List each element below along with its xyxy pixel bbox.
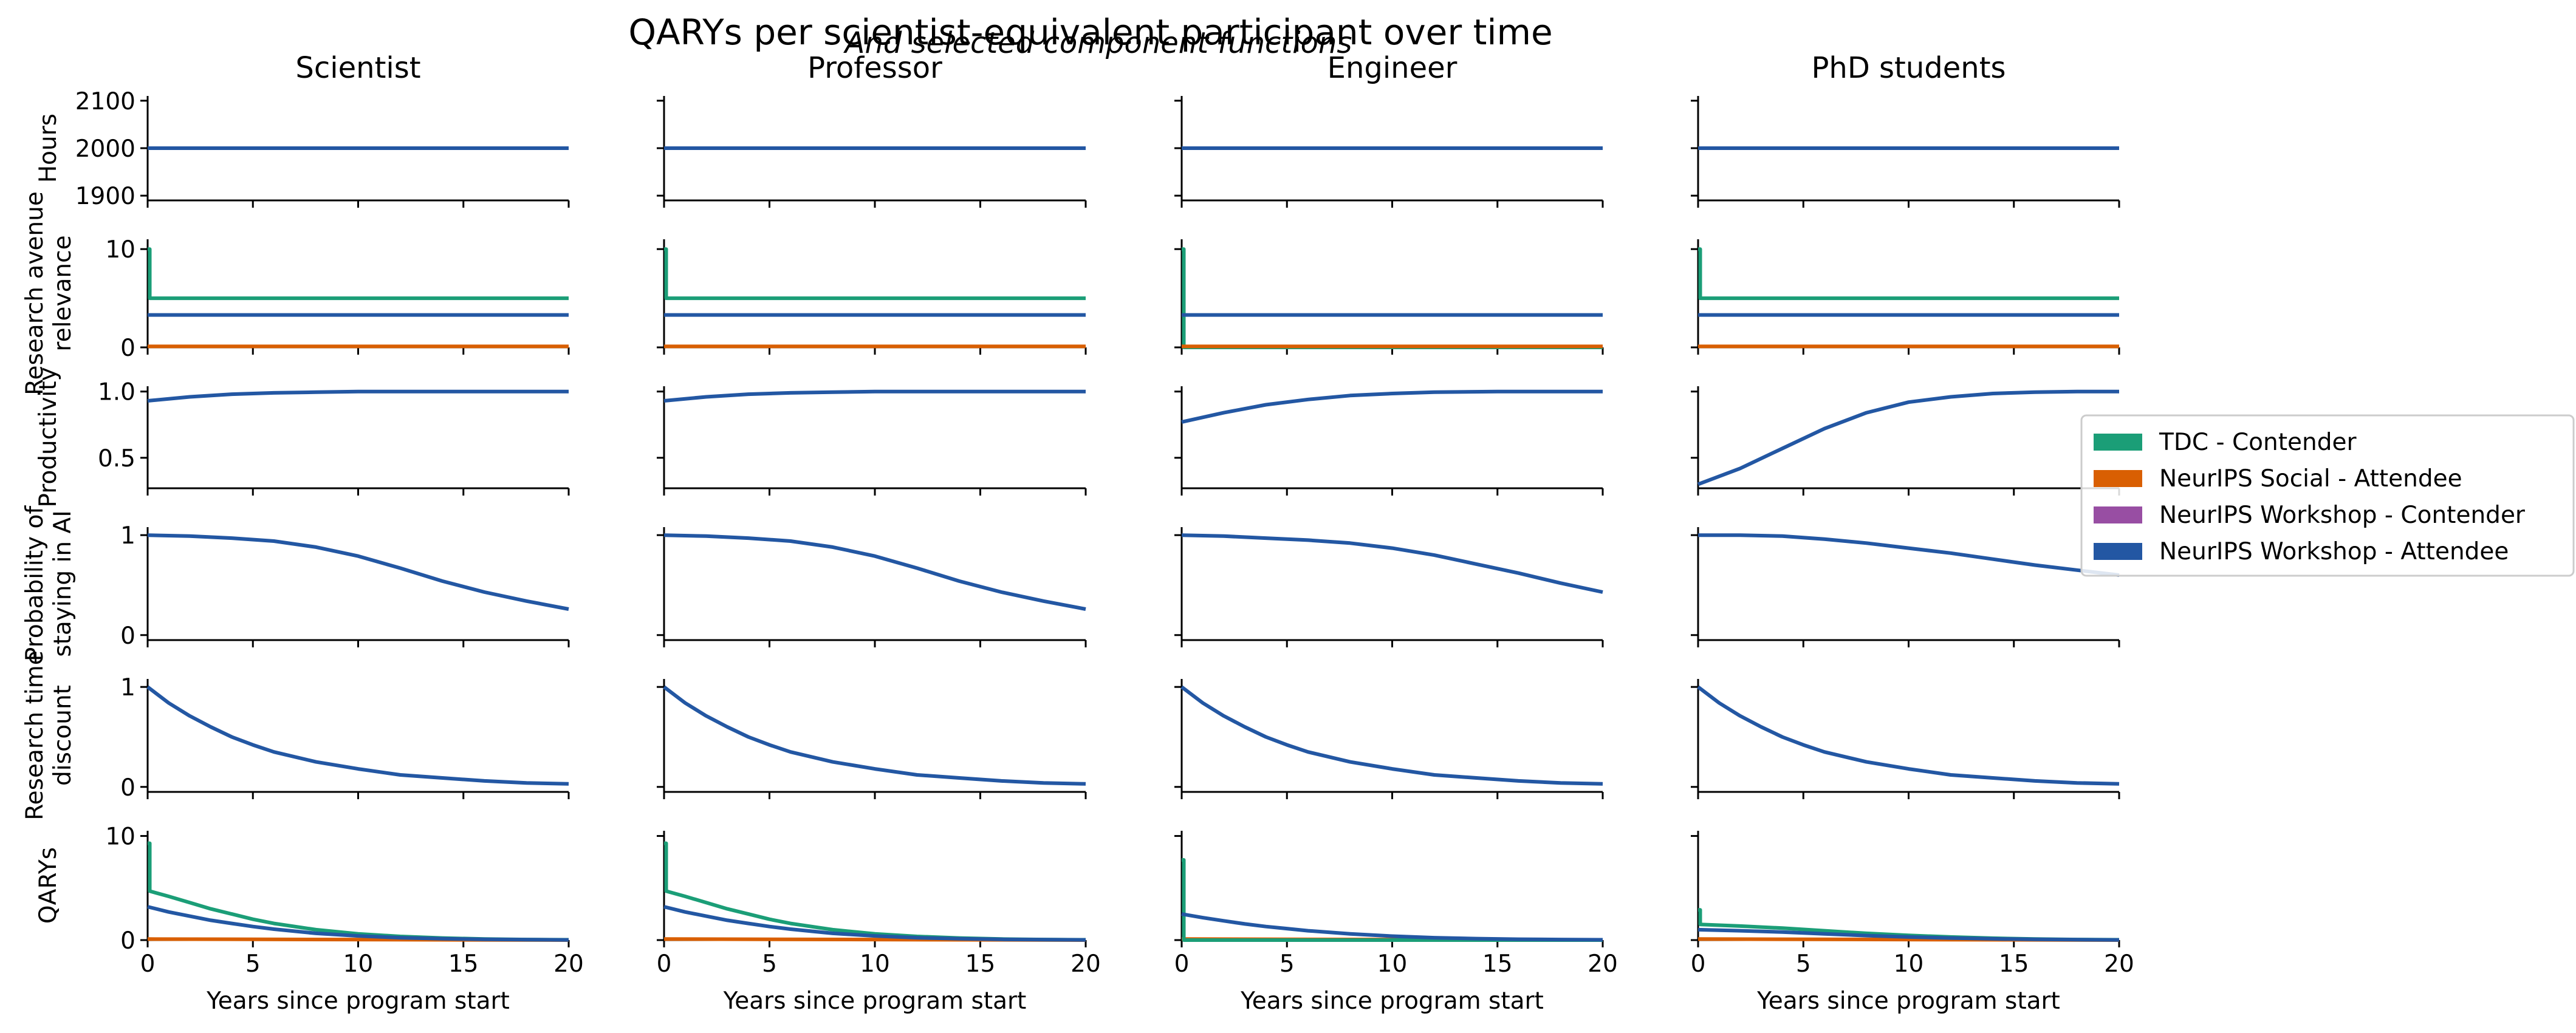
y-axis-label-line: staying in AI bbox=[49, 510, 77, 656]
figure-subtitle: And selected component functions bbox=[843, 26, 1352, 60]
series-line-neurips-workshop-attendee-engineer-staying bbox=[1181, 533, 1603, 594]
x-tick-label-professor: 10 bbox=[860, 950, 890, 978]
y-tick-label-productivity: 0.5 bbox=[98, 445, 135, 472]
series-line-tdc-contender-phd-students-relevance bbox=[1698, 247, 2119, 301]
series-line-neurips-workshop-attendee-scientist-qarys bbox=[147, 905, 569, 942]
y-axis-label-line: Probability of bbox=[21, 505, 49, 661]
x-tick-label-phd-students: 5 bbox=[1796, 950, 1811, 978]
series-line-neurips-workshop-attendee-professor-staying bbox=[663, 533, 1086, 611]
column-title-engineer: Engineer bbox=[1327, 51, 1458, 85]
x-tick-label-phd-students: 15 bbox=[1999, 950, 2029, 978]
x-tick-label-scientist: 0 bbox=[140, 950, 156, 978]
x-tick-label-professor: 5 bbox=[762, 950, 777, 978]
y-axis-label-line: Research avenue bbox=[21, 191, 49, 395]
series-line-neurips-workshop-attendee-phd-students-discount bbox=[1697, 685, 2120, 786]
series-line-tdc-contender-scientist-relevance bbox=[148, 247, 569, 301]
y-axis-label-qarys: QARYs bbox=[35, 847, 62, 924]
legend-label-neurips-workshop-contender: NeurIPS Workshop - Contender bbox=[2159, 502, 2526, 529]
x-axis-label-phd-students: Years since program start bbox=[1756, 987, 2060, 1015]
legend-swatch-neurips-workshop-attendee bbox=[2094, 543, 2142, 560]
y-axis-label-discount: Research timediscount bbox=[21, 650, 77, 820]
y-axis-label-line: QARYs bbox=[35, 847, 62, 924]
y-tick-label-qarys: 10 bbox=[105, 823, 135, 851]
series-line-neurips-workshop-attendee-scientist-productivity bbox=[147, 389, 569, 403]
y-axis-label-productivity: Productivity bbox=[35, 367, 62, 507]
y-tick-label-hours: 1900 bbox=[75, 183, 135, 210]
legend-label-neurips-workshop-attendee: NeurIPS Workshop - Attendee bbox=[2159, 538, 2509, 565]
legend-frame bbox=[2080, 414, 2575, 577]
x-tick-label-engineer: 5 bbox=[1279, 950, 1295, 978]
x-tick-label-scientist: 5 bbox=[245, 950, 261, 978]
series-line-tdc-contender-engineer-qarys bbox=[1182, 858, 1603, 942]
x-tick-label-professor: 15 bbox=[965, 950, 996, 978]
x-tick-label-professor: 20 bbox=[1070, 950, 1101, 978]
legend-swatch-neurips-social-attendee bbox=[2094, 470, 2142, 487]
x-axis-label-professor: Years since program start bbox=[723, 987, 1027, 1015]
y-tick-label-hours: 2100 bbox=[75, 88, 135, 115]
series-line-neurips-workshop-attendee-professor-discount bbox=[663, 685, 1086, 786]
x-tick-label-scientist: 15 bbox=[448, 950, 479, 978]
y-tick-label-relevance: 0 bbox=[120, 335, 135, 362]
series-line-neurips-workshop-attendee-professor-productivity bbox=[663, 389, 1086, 403]
column-title-phd-students: PhD students bbox=[1811, 51, 2006, 85]
y-tick-label-staying: 0 bbox=[120, 622, 135, 650]
y-tick-label-hours: 2000 bbox=[75, 135, 135, 163]
y-tick-label-staying: 1 bbox=[120, 522, 135, 550]
series-line-neurips-workshop-attendee-scientist-discount bbox=[146, 685, 569, 786]
x-tick-label-engineer: 10 bbox=[1377, 950, 1408, 978]
series-line-neurips-workshop-attendee-scientist-staying bbox=[147, 533, 569, 611]
y-tick-label-discount: 1 bbox=[120, 674, 135, 701]
series-line-neurips-workshop-attendee-phd-students-staying bbox=[1698, 533, 2120, 577]
y-axis-label-line: Productivity bbox=[35, 367, 62, 507]
series-line-tdc-contender-professor-qarys bbox=[664, 841, 1086, 942]
x-tick-label-engineer: 0 bbox=[1174, 950, 1190, 978]
legend: TDC - Contender NeurIPS Social - Attendee… bbox=[2080, 414, 2575, 577]
x-tick-label-phd-students: 10 bbox=[1894, 950, 1924, 978]
y-axis-label-line: discount bbox=[49, 685, 77, 786]
y-axis-label-hours: Hours bbox=[35, 114, 62, 183]
series-line-neurips-workshop-attendee-phd-students-productivity bbox=[1697, 389, 2119, 486]
legend-swatch-tdc-contender bbox=[2094, 434, 2142, 451]
y-axis-label-staying: Probability ofstaying in AI bbox=[21, 505, 77, 661]
series-line-neurips-workshop-attendee-engineer-productivity bbox=[1181, 389, 1603, 424]
y-tick-label-discount: 0 bbox=[120, 774, 135, 802]
x-axis-label-engineer: Years since program start bbox=[1240, 987, 1544, 1015]
series-line-tdc-contender-professor-relevance bbox=[664, 247, 1086, 301]
y-tick-label-productivity: 1.0 bbox=[98, 379, 135, 406]
legend-label-neurips-social-attendee: NeurIPS Social - Attendee bbox=[2159, 465, 2462, 493]
x-tick-label-engineer: 20 bbox=[1588, 950, 1618, 978]
y-tick-label-relevance: 10 bbox=[105, 236, 135, 264]
series-line-tdc-contender-scientist-qarys bbox=[148, 841, 569, 942]
x-tick-label-phd-students: 20 bbox=[2104, 950, 2134, 978]
series-line-tdc-contender-engineer-relevance bbox=[1182, 247, 1603, 349]
y-axis-label-line: Research time bbox=[21, 650, 49, 820]
y-axis-label-line: Hours bbox=[35, 114, 62, 183]
x-axis-label-scientist: Years since program start bbox=[206, 987, 510, 1015]
series-line-neurips-workshop-attendee-phd-students-qarys bbox=[1697, 927, 2120, 942]
x-tick-label-professor: 0 bbox=[657, 950, 672, 978]
figure-title: QARYs per scientist-equivalent participa… bbox=[628, 12, 1552, 53]
series-line-neurips-workshop-attendee-engineer-qarys bbox=[1181, 912, 1603, 942]
series-line-neurips-workshop-attendee-engineer-discount bbox=[1180, 685, 1603, 786]
column-title-professor: Professor bbox=[807, 51, 942, 85]
column-title-scientist: Scientist bbox=[295, 51, 420, 85]
series-line-neurips-workshop-attendee-professor-qarys bbox=[663, 905, 1086, 942]
y-axis-label-line: relevance bbox=[49, 235, 77, 351]
y-tick-label-qarys: 0 bbox=[120, 927, 135, 955]
y-axis-label-relevance: Research avenuerelevance bbox=[21, 191, 77, 395]
x-tick-label-scientist: 20 bbox=[553, 950, 584, 978]
legend-swatch-neurips-workshop-contender bbox=[2094, 506, 2142, 523]
x-tick-label-engineer: 15 bbox=[1482, 950, 1513, 978]
legend-label-tdc-contender: TDC - Contender bbox=[2159, 429, 2357, 456]
x-tick-label-scientist: 10 bbox=[343, 950, 374, 978]
x-tick-label-phd-students: 0 bbox=[1691, 950, 1706, 978]
